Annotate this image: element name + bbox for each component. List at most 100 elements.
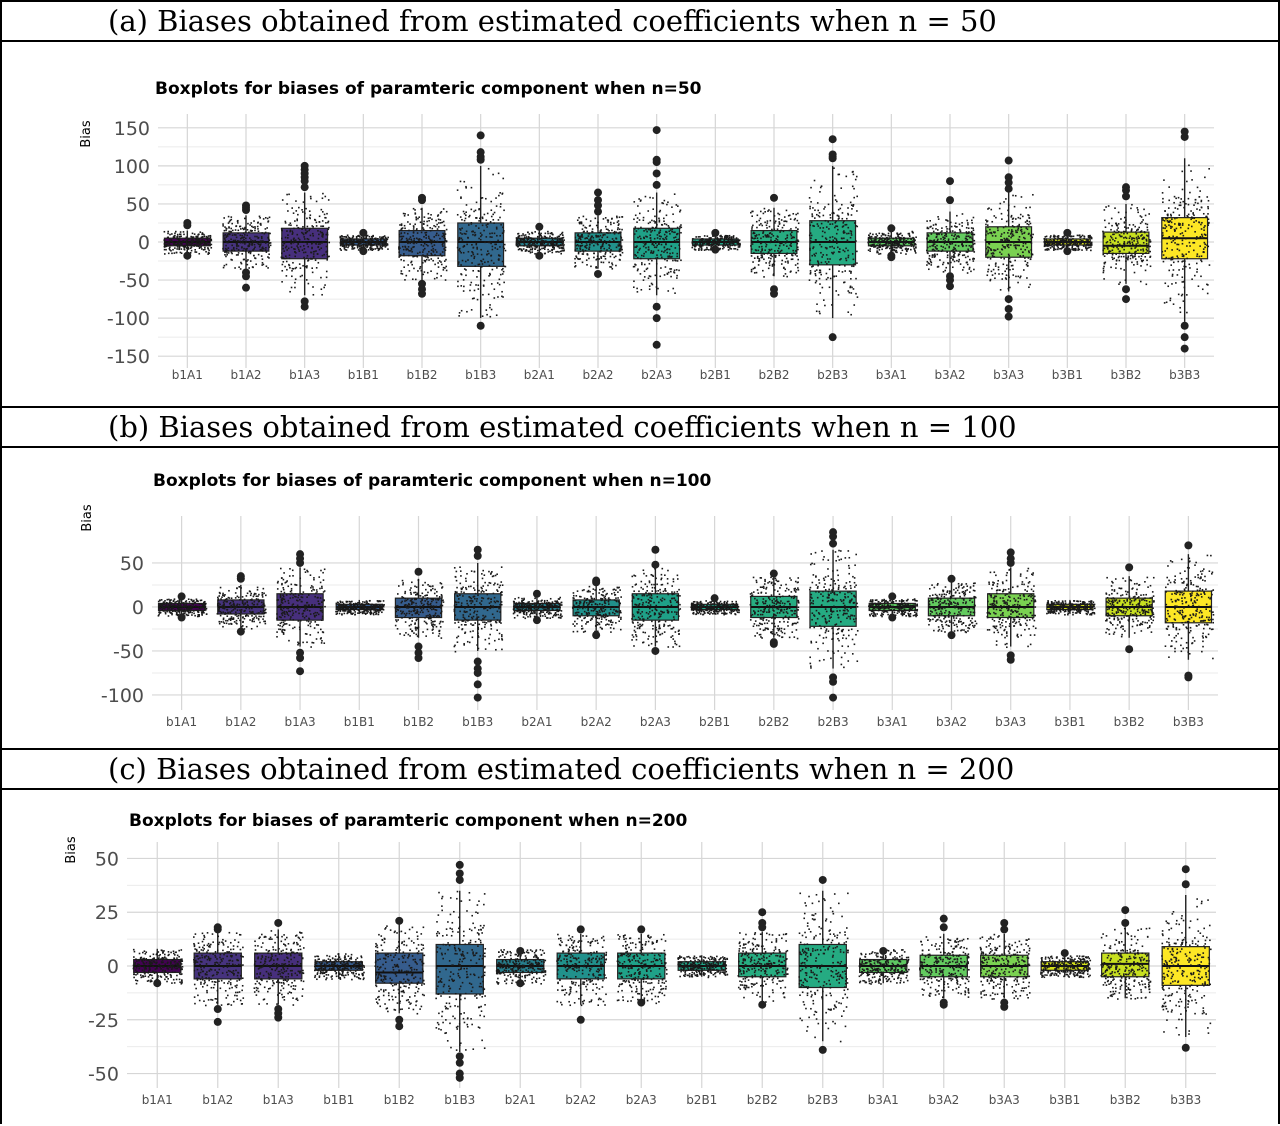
jitter-point <box>179 236 181 238</box>
jitter-point <box>497 296 499 298</box>
jitter-point <box>1188 165 1190 167</box>
jitter-point <box>699 243 701 245</box>
jitter-point <box>610 249 612 251</box>
jitter-point <box>948 247 950 249</box>
jitter-point <box>764 208 766 210</box>
jitter-point <box>237 254 239 256</box>
jitter-point <box>1079 243 1081 245</box>
jitter-point <box>497 248 499 250</box>
jitter-point <box>1055 244 1057 246</box>
jitter-point <box>200 243 202 245</box>
jitter-point <box>310 235 312 237</box>
jitter-point <box>717 238 719 240</box>
jitter-point <box>424 271 426 273</box>
jitter-point <box>242 242 244 244</box>
jitter-point <box>779 231 781 233</box>
jitter-point <box>496 267 498 269</box>
jitter-point <box>428 259 430 261</box>
jitter-point <box>261 232 263 234</box>
jitter-point <box>1179 250 1181 252</box>
jitter-point <box>269 233 271 235</box>
jitter-point <box>344 245 346 247</box>
jitter-point <box>852 171 854 173</box>
jitter-point <box>543 240 545 242</box>
jitter-point <box>302 265 304 267</box>
jitter-point <box>593 245 595 247</box>
jitter-point <box>838 209 840 211</box>
jitter-point <box>1208 218 1210 220</box>
jitter-point <box>822 287 824 289</box>
jitter-point <box>408 255 410 257</box>
jitter-point <box>365 236 367 238</box>
jitter-point <box>751 240 753 242</box>
jitter-point <box>845 176 847 178</box>
jitter-point <box>247 264 249 266</box>
jitter-point <box>666 204 668 206</box>
jitter-point <box>205 251 207 253</box>
jitter-point <box>813 225 815 227</box>
jitter-point <box>301 275 303 277</box>
jitter-point <box>488 168 490 170</box>
jitter-point <box>420 221 422 223</box>
jitter-point <box>328 242 330 244</box>
jitter-point <box>732 240 734 242</box>
jitter-point <box>825 220 827 222</box>
jitter-point <box>211 244 213 246</box>
jitter-point <box>231 252 233 254</box>
jitter-point <box>222 248 224 250</box>
jitter-point <box>1166 301 1168 303</box>
jitter-point <box>676 277 678 279</box>
jitter-point <box>262 262 264 264</box>
jitter-point <box>811 213 813 215</box>
jitter-point <box>441 211 443 213</box>
jitter-point <box>1007 232 1009 234</box>
jitter-point <box>250 239 252 241</box>
jitter-point <box>578 253 580 255</box>
jitter-point <box>286 230 288 232</box>
jitter-point <box>641 289 643 291</box>
jitter-point <box>407 264 409 266</box>
jitter-point <box>764 249 766 251</box>
jitter-point <box>965 245 967 247</box>
jitter-point <box>856 196 858 198</box>
jitter-point <box>252 241 254 243</box>
jitter-point <box>621 229 623 231</box>
jitter-point <box>407 242 409 244</box>
jitter-point <box>1012 268 1014 270</box>
jitter-point <box>987 208 989 210</box>
jitter-point <box>481 234 483 236</box>
jitter-point <box>1204 243 1206 245</box>
jitter-point <box>1047 248 1049 250</box>
jitter-point <box>790 243 792 245</box>
jitter-point <box>819 269 821 271</box>
jitter-point <box>781 260 783 262</box>
jitter-point <box>467 237 469 239</box>
jitter-point <box>601 261 603 263</box>
jitter-point <box>292 268 294 270</box>
chart-title: Boxplots for biases of paramteric compon… <box>153 471 711 491</box>
jitter-point <box>1173 262 1175 264</box>
jitter-point <box>1195 199 1197 201</box>
jitter-point <box>243 232 245 234</box>
jitter-point <box>165 244 167 246</box>
jitter-point <box>413 228 415 230</box>
jitter-point <box>760 243 762 245</box>
jitter-point <box>1146 247 1148 249</box>
jitter-point <box>1081 249 1083 251</box>
jitter-point <box>952 243 954 245</box>
outlier-point <box>594 270 602 278</box>
jitter-point <box>775 220 777 222</box>
jitter-point <box>592 231 594 233</box>
jitter-point <box>581 236 583 238</box>
jitter-point <box>240 268 242 270</box>
jitter-point <box>1136 261 1138 263</box>
jitter-point <box>404 215 406 217</box>
jitter-point <box>953 235 955 237</box>
jitter-point <box>967 272 969 274</box>
jitter-point <box>295 252 297 254</box>
jitter-point <box>608 219 610 221</box>
jitter-point <box>1184 260 1186 262</box>
jitter-point <box>958 261 960 263</box>
jitter-point <box>471 251 473 253</box>
jitter-point <box>325 222 327 224</box>
